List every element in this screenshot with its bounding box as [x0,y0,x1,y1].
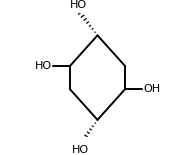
Text: HO: HO [72,145,89,155]
Text: OH: OH [144,84,161,94]
Text: HO: HO [34,61,51,71]
Text: HO: HO [70,0,87,10]
